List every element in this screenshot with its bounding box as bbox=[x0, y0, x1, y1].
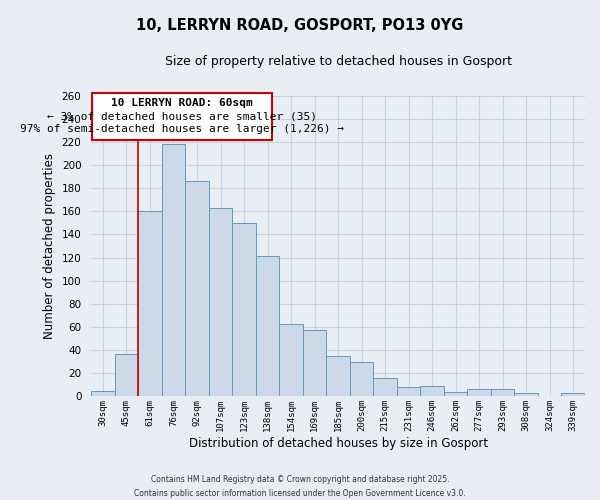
Bar bbox=[350, 362, 373, 396]
Title: Size of property relative to detached houses in Gosport: Size of property relative to detached ho… bbox=[164, 55, 512, 68]
Bar bbox=[514, 393, 538, 396]
Bar bbox=[326, 356, 350, 397]
FancyBboxPatch shape bbox=[92, 93, 272, 140]
Bar bbox=[467, 390, 491, 396]
Bar bbox=[185, 181, 209, 396]
Bar bbox=[209, 208, 232, 396]
Bar bbox=[562, 393, 585, 396]
Bar bbox=[491, 390, 514, 396]
Text: 10 LERRYN ROAD: 60sqm: 10 LERRYN ROAD: 60sqm bbox=[112, 98, 253, 108]
Text: 10, LERRYN ROAD, GOSPORT, PO13 0YG: 10, LERRYN ROAD, GOSPORT, PO13 0YG bbox=[136, 18, 464, 32]
Bar bbox=[162, 144, 185, 397]
Bar bbox=[91, 390, 115, 396]
Bar bbox=[373, 378, 397, 396]
Bar bbox=[280, 324, 303, 396]
Y-axis label: Number of detached properties: Number of detached properties bbox=[43, 153, 56, 339]
Bar bbox=[421, 386, 444, 396]
Bar bbox=[256, 256, 280, 396]
Text: ← 3% of detached houses are smaller (35): ← 3% of detached houses are smaller (35) bbox=[47, 112, 317, 122]
Bar bbox=[444, 392, 467, 396]
Bar bbox=[303, 330, 326, 396]
Bar bbox=[138, 212, 162, 396]
Bar bbox=[115, 354, 138, 397]
X-axis label: Distribution of detached houses by size in Gosport: Distribution of detached houses by size … bbox=[188, 437, 488, 450]
Bar bbox=[232, 223, 256, 396]
Text: 97% of semi-detached houses are larger (1,226) →: 97% of semi-detached houses are larger (… bbox=[20, 124, 344, 134]
Text: Contains HM Land Registry data © Crown copyright and database right 2025.
Contai: Contains HM Land Registry data © Crown c… bbox=[134, 476, 466, 498]
Bar bbox=[397, 387, 421, 396]
